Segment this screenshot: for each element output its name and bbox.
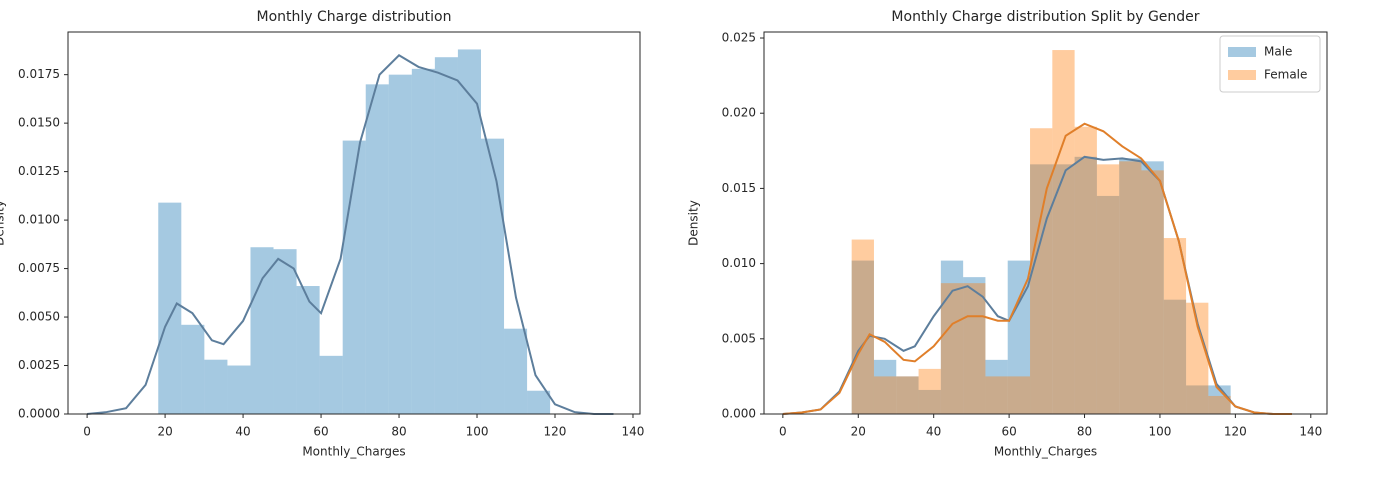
y-tick-label: 0.0175	[18, 67, 60, 81]
x-tick-label: 100	[466, 425, 489, 439]
bar	[940, 283, 964, 414]
bar	[1141, 170, 1164, 414]
bar	[1186, 385, 1209, 414]
bar	[457, 49, 481, 414]
x-tick-label: 40	[926, 425, 941, 439]
x-tick-label: 100	[1148, 425, 1171, 439]
bar	[250, 247, 274, 414]
bar	[365, 84, 389, 414]
x-tick-label: 40	[235, 425, 250, 439]
legend-label: Female	[1264, 68, 1307, 82]
bar	[1074, 156, 1097, 414]
bar	[918, 368, 941, 414]
legend: Male Female	[1219, 35, 1321, 93]
x-tick-label: 80	[1077, 425, 1092, 439]
legend-frame	[1219, 35, 1321, 93]
y-axis-label: Density	[0, 200, 7, 246]
bar	[896, 376, 919, 414]
legend-swatch	[1228, 70, 1256, 80]
bar	[963, 283, 986, 414]
bar	[1007, 376, 1031, 414]
y-tick-label: 0.020	[722, 106, 756, 120]
y-tick-label: 0.0075	[18, 261, 60, 275]
y-tick-label: 0.0125	[18, 164, 60, 178]
y-tick-label: 0.0100	[18, 213, 60, 227]
legend-label: Male	[1264, 45, 1292, 59]
y-axis-label: Density	[687, 200, 701, 246]
bar	[434, 57, 458, 414]
bar	[480, 138, 505, 414]
bar	[1096, 164, 1120, 414]
x-axis-label: Monthly_Charges	[994, 445, 1097, 459]
y-tick-label: 0.005	[722, 331, 756, 345]
bar	[1141, 161, 1164, 414]
bar	[1208, 385, 1231, 414]
bar	[963, 277, 986, 414]
plot-frame	[67, 31, 641, 415]
y-tick-label: 0.0000	[18, 407, 60, 421]
bar	[504, 328, 528, 414]
bar	[985, 376, 1008, 414]
y-tick-label: 0.0150	[18, 116, 60, 130]
bar	[1163, 299, 1187, 414]
bar	[896, 376, 919, 414]
kde-line	[782, 122, 1292, 415]
bar	[1096, 195, 1120, 414]
y-tick-label: 0.0050	[18, 310, 60, 324]
bar	[1208, 395, 1231, 414]
bar	[158, 202, 182, 414]
bar	[1186, 302, 1209, 414]
bar	[1052, 164, 1075, 414]
bar	[319, 355, 343, 414]
y-tick-label: 0.015	[722, 181, 756, 195]
bar	[1030, 128, 1053, 415]
bar	[1007, 260, 1031, 414]
plot-frame	[763, 31, 1328, 415]
bar	[273, 249, 297, 414]
bar	[204, 359, 228, 414]
bar	[985, 359, 1008, 414]
bar	[873, 359, 897, 414]
x-tick-label: 60	[313, 425, 328, 439]
x-tick-label: 20	[157, 425, 172, 439]
bar	[1163, 238, 1187, 414]
chart-title: Monthly Charge distribution	[257, 9, 452, 25]
y-tick-label: 0.0025	[18, 358, 60, 372]
bar	[296, 286, 320, 414]
x-axis-label: Monthly_Charges	[302, 445, 405, 459]
x-tick-label: 0	[779, 425, 787, 439]
x-tick-label: 140	[1299, 425, 1322, 439]
bar	[1052, 50, 1075, 415]
x-tick-label: 120	[544, 425, 567, 439]
x-tick-label: 60	[1001, 425, 1016, 439]
bar	[851, 239, 874, 414]
x-tick-label: 80	[391, 425, 406, 439]
y-tick-label: 0.025	[722, 31, 756, 45]
bar	[181, 324, 205, 414]
bar	[1119, 161, 1142, 414]
bar	[873, 376, 897, 414]
x-tick-label: 0	[83, 425, 91, 439]
chart: 0 20 40 60 80 100 120 140 0.000 0.005 0.010 0.015 0.…	[687, 9, 1328, 459]
bar	[851, 260, 874, 414]
bar	[918, 389, 941, 414]
bar	[411, 68, 435, 414]
bar	[388, 74, 412, 414]
x-tick-label: 140	[622, 425, 645, 439]
bar	[227, 365, 251, 414]
bar	[1030, 164, 1053, 414]
y-tick-label: 0.000	[722, 407, 756, 421]
bar	[1119, 158, 1142, 414]
bar	[527, 390, 551, 414]
legend-swatch	[1228, 47, 1256, 57]
chart: 0 20 40 60 80 100 120 140 0.0000 0.0025 0.0050 0.00…	[0, 9, 644, 459]
chart-title: Monthly Charge distribution Split by Gen…	[891, 9, 1199, 25]
x-tick-label: 120	[1224, 425, 1247, 439]
y-tick-label: 0.010	[722, 256, 756, 270]
kde-line	[87, 54, 614, 415]
bar	[1074, 126, 1097, 414]
x-tick-label: 20	[851, 425, 866, 439]
